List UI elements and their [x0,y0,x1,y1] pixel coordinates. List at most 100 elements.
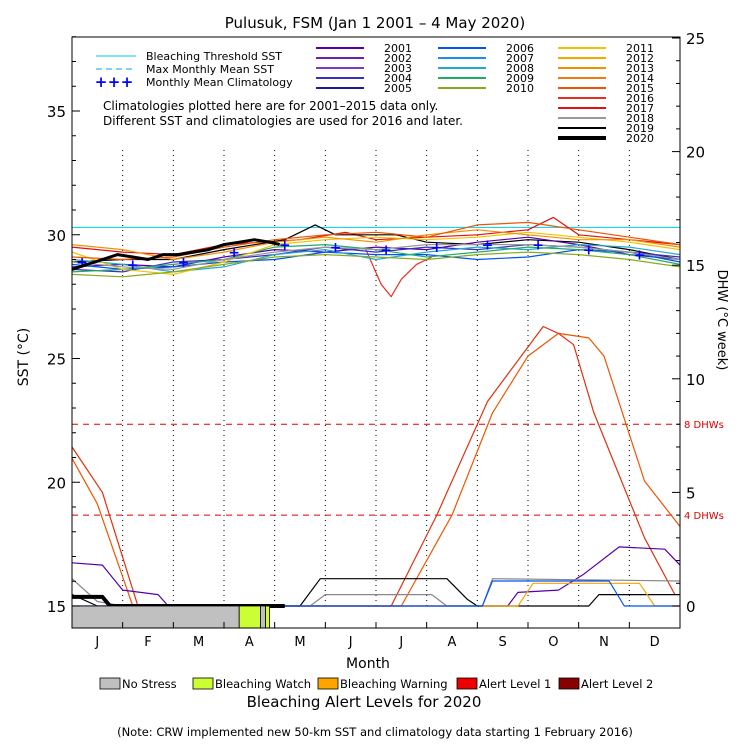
dhw-series-line [72,580,680,607]
dhw-threshold-label: 4 DHWs [684,511,724,522]
year-legend-label: 2017 [626,102,654,115]
year-legend-label: 2008 [506,62,534,75]
year-legend-label: 2005 [384,82,412,95]
month-label: M [193,635,204,650]
year-legend-label: 2016 [626,92,654,105]
alert-legend-label: No Stress [122,677,177,691]
y-tick-label-left: 30 [47,227,66,245]
y-tick-label-right: 20 [686,144,705,162]
year-legend-label: 2020 [626,132,654,145]
alert-strip [71,605,270,629]
alert-legend-label: Bleaching Warning [340,677,448,691]
y-tick-label-right: 10 [686,371,705,389]
sst-series-line-2020 [71,238,281,271]
year-legend-label: 2014 [626,72,654,85]
legend-line-label: Max Monthly Mean SST [146,63,274,76]
y-tick-label-left: 20 [47,474,66,492]
month-label: J [348,635,353,650]
alert-legend-label: Alert Level 2 [581,677,653,691]
climatology-marker: + [178,255,190,271]
note-line-1: Climatologies plotted here are for 2001–… [103,99,438,113]
climatology-marker: + [482,238,494,254]
legend-climatology-swatch: + [108,73,121,91]
climatology-marker: + [76,255,88,271]
y-tick-label-left: 25 [47,351,66,369]
climatology-marker: + [330,240,342,256]
month-label: J [94,635,99,650]
year-legend-label: 2006 [506,42,534,55]
month-grid: 8 DHWs 4 DHWs [72,150,724,606]
dhw-threshold-label: 8 DHWs [684,420,724,431]
month-label: F [144,635,151,650]
year-legend-label: 2009 [506,72,534,85]
climatology-marker: + [228,245,240,261]
sst-series-line [71,231,681,275]
alert-legend-swatch [99,677,121,690]
sst-series-line [71,244,681,270]
month-label: N [599,635,609,650]
climatology-marker: + [380,243,392,259]
climatology-marker: + [532,238,544,254]
month-label: O [548,635,558,650]
climatology-marker: + [634,248,646,264]
climatology-marker: + [583,243,595,259]
dhw-series-line [71,332,681,607]
alert-legend-swatch [558,677,580,690]
y-axis-label-left: SST (°C) [16,328,32,386]
month-label: D [650,635,660,650]
legend-line-label: Bleaching Threshold SST [146,50,282,63]
note-line-2: Different SST and climatologies are used… [103,114,463,128]
y-tick-label-left: 15 [47,598,66,616]
sst-series-line [71,251,681,278]
alert-legend-swatch [456,677,478,690]
y-tick-label-right: 15 [686,257,705,275]
y-tick-label-right: 5 [686,484,696,502]
plot-area [72,37,680,628]
sst-series-line [71,221,681,261]
legend-climatology-swatch: + [121,73,134,91]
month-label: S [499,635,507,650]
month-label: M [294,635,305,650]
chart-title: Pulusuk, FSM (Jan 1 2001 – 4 May 2020) [225,14,525,32]
sst-lines: + + + + + + + + + + + + [71,216,681,298]
year-legend-label: 2018 [626,112,654,125]
year-legend-label: 2007 [506,52,534,65]
year-legend-label: 2019 [626,122,654,135]
axes: 15 20 25 30 35 0 5 10 15 20 25 J F M A M J J A S O N D [47,30,705,650]
y-tick-label-right: 25 [686,30,705,48]
year-legend-label: 2002 [384,52,412,65]
climatology-marker: + [127,257,139,273]
alert-legend-label: Bleaching Watch [215,677,311,691]
year-legend-label: 2004 [384,72,412,85]
year-legend-label: 2001 [384,42,412,55]
sst-series-line [71,229,681,261]
sst-series-line [365,249,432,298]
legend-line-label: Monthly Mean Climatology [146,76,293,89]
alert-title: Bleaching Alert Levels for 2020 [247,693,482,711]
dhw-series-line [71,325,676,607]
year-legend-label: 2011 [626,42,654,55]
year-legend-label: 2012 [626,52,654,65]
year-legend-label: 2003 [384,62,412,75]
alert-segment [71,605,240,629]
alert-legend: No Stress Bleaching Watch Bleaching Warnin… [99,677,653,691]
climatology-marker: + [431,240,443,256]
dhw-series-line [71,546,681,607]
year-legend-label: 2013 [626,62,654,75]
y-tick-label-left: 35 [47,103,66,121]
legend-climatology-swatch: + [95,73,108,91]
year-legend-label: 2010 [506,82,534,95]
alert-segment [260,605,266,629]
alert-segment [265,605,270,629]
alert-legend-swatch [192,677,214,690]
month-label: A [448,635,457,650]
climatology-marker: + [279,238,291,254]
alert-legend-swatch [317,677,339,690]
alert-legend-label: Alert Level 1 [479,677,551,691]
y-tick-label-right: 0 [686,598,696,616]
x-axis-label: Month [346,656,390,672]
alert-segment [238,605,261,629]
